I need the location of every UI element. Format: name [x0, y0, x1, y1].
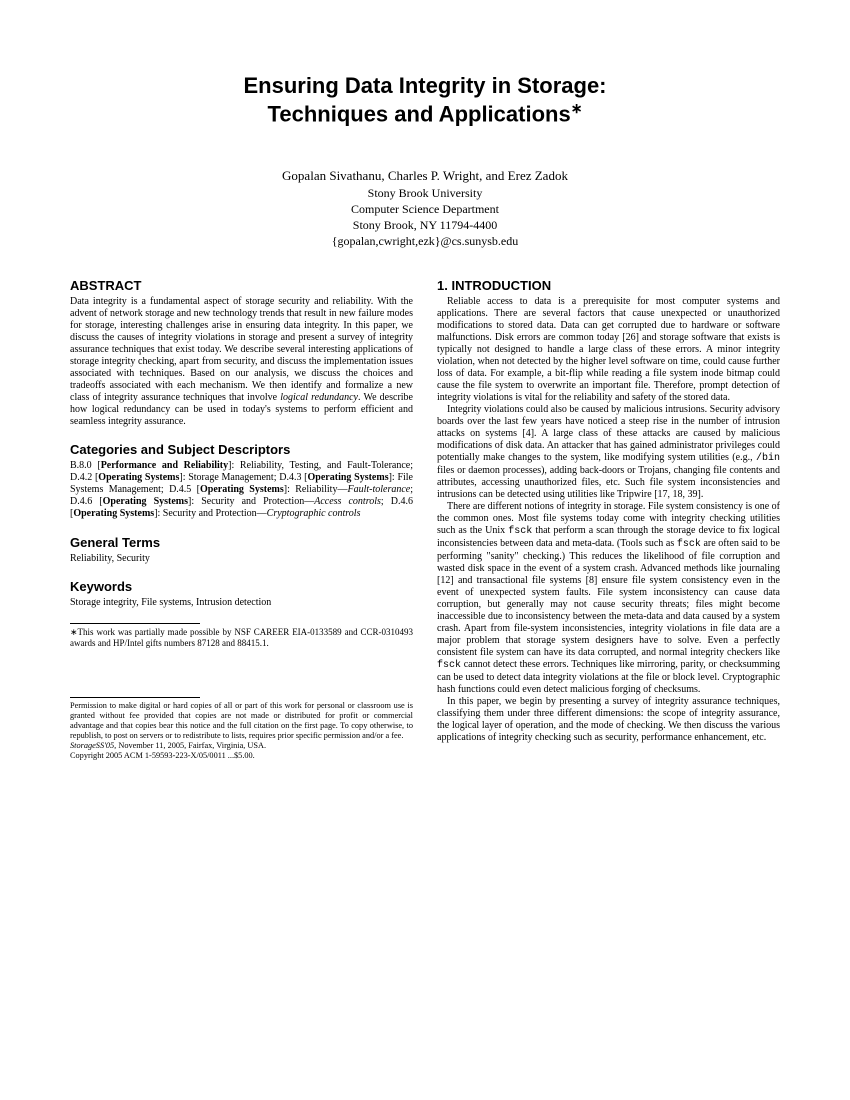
intro-p2: Integrity violations could also be cause…: [437, 404, 780, 501]
keywords-text: Storage integrity, File systems, Intrusi…: [70, 597, 413, 609]
paper-title: Ensuring Data Integrity in Storage: Tech…: [70, 72, 780, 127]
authors-block: Gopalan Sivathanu, Charles P. Wright, an…: [70, 167, 780, 249]
permission-copyright: Copyright 2005 ACM 1-59593-223-X/05/0011…: [70, 751, 413, 761]
permission-venue: StorageSS'05, November 11, 2005, Fairfax…: [70, 741, 413, 751]
categories-heading: Categories and Subject Descriptors: [70, 442, 413, 457]
permission-block: Permission to make digital or hard copie…: [70, 701, 413, 762]
footnote-rule: [70, 623, 200, 624]
address: Stony Brook, NY 11794-4400: [70, 217, 780, 233]
intro-p3: There are different notions of integrity…: [437, 501, 780, 696]
keywords-heading: Keywords: [70, 579, 413, 594]
footnote-symbol: ∗: [70, 627, 78, 637]
intro-p4: In this paper, we begin by presenting a …: [437, 696, 780, 744]
footnote-text: This work was partially made possible by…: [70, 627, 413, 648]
categories-block: B.8.0 [Performance and Reliability]: Rel…: [70, 460, 413, 521]
left-column: ABSTRACT Data integrity is a fundamental…: [70, 278, 413, 762]
title-line-2: Techniques and Applications: [268, 101, 571, 126]
categories-text: B.8.0 [Performance and Reliability]: Rel…: [70, 460, 413, 521]
keywords-block: Storage integrity, File systems, Intrusi…: [70, 597, 413, 609]
general-terms-block: Reliability, Security: [70, 553, 413, 565]
abstract-text: Data integrity is a fundamental aspect o…: [70, 296, 413, 428]
general-terms-text: Reliability, Security: [70, 553, 413, 565]
introduction-heading: 1. INTRODUCTION: [437, 278, 780, 293]
author-names: Gopalan Sivathanu, Charles P. Wright, an…: [70, 167, 780, 185]
title-footnote-symbol: ∗: [571, 100, 583, 116]
general-terms-heading: General Terms: [70, 535, 413, 550]
affiliation: Stony Brook University: [70, 185, 780, 201]
intro-p1: Reliable access to data is a prerequisit…: [437, 296, 780, 404]
two-column-layout: ABSTRACT Data integrity is a fundamental…: [70, 278, 780, 762]
department: Computer Science Department: [70, 201, 780, 217]
permission-text: Permission to make digital or hard copie…: [70, 701, 413, 741]
abstract-heading: ABSTRACT: [70, 278, 413, 293]
emails: {gopalan,cwright,ezk}@cs.sunysb.edu: [70, 233, 780, 249]
title-line-1: Ensuring Data Integrity in Storage:: [243, 73, 606, 98]
right-column: 1. INTRODUCTION Reliable access to data …: [437, 278, 780, 762]
title-footnote: ∗This work was partially made possible b…: [70, 627, 413, 649]
permission-rule: [70, 697, 200, 698]
title-block: Ensuring Data Integrity in Storage: Tech…: [70, 72, 780, 127]
